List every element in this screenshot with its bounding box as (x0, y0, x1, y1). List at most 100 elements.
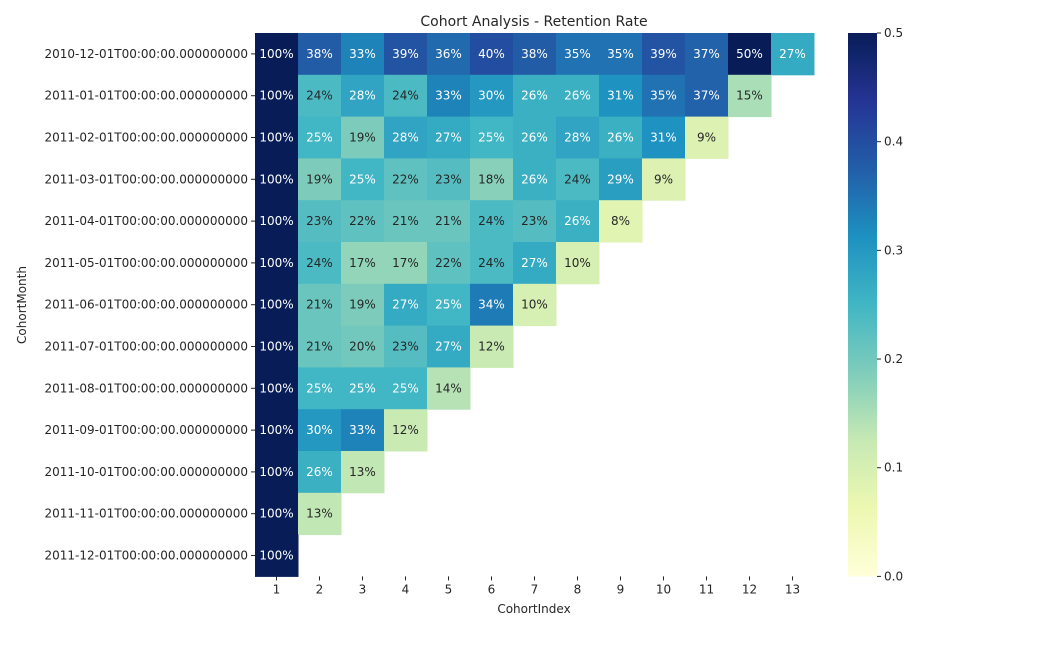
cell-label: 26% (564, 89, 591, 103)
cell-label: 24% (478, 214, 505, 228)
y-tick-label: 2010-12-01T00:00:00.000000000 (45, 47, 249, 61)
cell-label: 33% (435, 89, 462, 103)
cell-label: 9% (654, 172, 673, 186)
heatmap-cell (255, 451, 299, 494)
heatmap-cell (341, 200, 385, 243)
cell-label: 28% (564, 131, 591, 145)
cell-label: 37% (693, 47, 720, 61)
colorbar-tick-label: 0.5 (884, 26, 903, 40)
cell-label: 24% (306, 256, 333, 270)
cell-label: 35% (650, 89, 677, 103)
heatmap-cell (427, 33, 471, 76)
heatmap-cell (556, 158, 600, 201)
heatmap-cell (255, 367, 299, 410)
heatmap-cell (298, 492, 342, 536)
cell-label: 24% (478, 256, 505, 270)
heatmap-cell (599, 33, 643, 76)
x-tick-label: 3 (359, 582, 367, 596)
heatmap-cell (384, 283, 428, 327)
cell-label: 100% (259, 256, 293, 270)
cell-label: 26% (521, 131, 548, 145)
cell-label: 36% (435, 47, 462, 61)
heatmap-cell (341, 242, 385, 285)
heatmap-cell (556, 116, 600, 159)
cell-label: 19% (306, 172, 333, 186)
x-tick-label: 1 (273, 582, 281, 596)
cell-label: 17% (392, 256, 419, 270)
cell-label: 28% (349, 89, 376, 103)
cell-label: 14% (435, 381, 462, 395)
heatmap-cell (298, 33, 342, 76)
heatmap-cell (427, 74, 471, 118)
heatmap-cell (427, 116, 471, 159)
colorbar-tick-label: 0.4 (884, 135, 903, 149)
cell-label: 38% (521, 47, 548, 61)
heatmap-cell (642, 33, 686, 76)
heatmap-cell (384, 325, 428, 368)
y-tick-label: 2011-12-01T00:00:00.000000000 (45, 549, 249, 563)
heatmap-cell (556, 200, 600, 243)
cell-label: 100% (259, 340, 293, 354)
x-tick-label: 12 (742, 582, 757, 596)
heatmap-cell (642, 158, 686, 201)
cell-label: 8% (611, 214, 630, 228)
cell-label: 100% (259, 423, 293, 437)
heatmap-cell (341, 74, 385, 118)
heatmap-cell (470, 158, 514, 201)
heatmap-cell (298, 158, 342, 201)
y-tick-label: 2011-11-01T00:00:00.000000000 (45, 507, 249, 521)
heatmap-cell (298, 409, 342, 452)
cell-label: 100% (259, 172, 293, 186)
heatmap-cell (255, 534, 299, 577)
y-tick-label: 2011-04-01T00:00:00.000000000 (45, 214, 249, 228)
heatmap-cell (384, 116, 428, 159)
cell-label: 100% (259, 465, 293, 479)
heatmap-cell (513, 74, 557, 118)
cell-label: 100% (259, 298, 293, 312)
colorbar-ticks: 0.0 0.1 0.2 0.3 0.4 0.5 (877, 26, 903, 583)
heatmap-cell (470, 116, 514, 159)
cell-label: 21% (392, 214, 419, 228)
x-tick-label: 4 (402, 582, 410, 596)
heatmap-cell (599, 158, 643, 201)
cell-label: 39% (650, 47, 677, 61)
y-tick-label: 2011-03-01T00:00:00.000000000 (45, 172, 249, 186)
cell-label: 100% (259, 89, 293, 103)
cell-label: 100% (259, 214, 293, 228)
heatmap-cell (384, 200, 428, 243)
chart-title: Cohort Analysis - Retention Rate (420, 14, 647, 30)
cell-label: 31% (607, 89, 634, 103)
cell-label: 33% (349, 47, 376, 61)
x-tick-label: 10 (656, 582, 671, 596)
heatmap-cell (599, 200, 643, 243)
cell-label: 9% (697, 131, 716, 145)
heatmap-cell (255, 283, 299, 327)
y-tick-label: 2011-01-01T00:00:00.000000000 (45, 89, 249, 103)
x-tick-label: 8 (574, 582, 582, 596)
cell-label: 18% (478, 172, 505, 186)
heatmap-cell (298, 200, 342, 243)
heatmap-cell (513, 116, 557, 159)
cell-label: 26% (521, 172, 548, 186)
cell-label: 25% (435, 298, 462, 312)
heatmap-cell (341, 409, 385, 452)
heatmap-cell (470, 242, 514, 285)
colorbar-tick-label: 0.2 (884, 352, 903, 366)
cell-label: 33% (349, 423, 376, 437)
heatmap-cell (599, 116, 643, 159)
heatmap-cell (556, 242, 600, 285)
x-tick-label: 9 (617, 582, 625, 596)
cell-label: 30% (478, 89, 505, 103)
heatmap-cell (470, 283, 514, 327)
heatmap-cells: 100% 38% 33% 39% 36% 40% 38% 35% 35% 39% 37% 50% 27%… (255, 33, 815, 577)
heatmap-cell (642, 116, 686, 159)
cell-label: 28% (392, 131, 419, 145)
y-tick-label: 2011-10-01T00:00:00.000000000 (45, 465, 249, 479)
heatmap-cell (298, 242, 342, 285)
heatmap-cell (341, 367, 385, 410)
heatmap-cell (470, 200, 514, 243)
cell-label: 31% (650, 131, 677, 145)
x-axis-title: CohortIndex (497, 602, 570, 616)
heatmap-cell (685, 33, 729, 76)
heatmap-cell (384, 242, 428, 285)
